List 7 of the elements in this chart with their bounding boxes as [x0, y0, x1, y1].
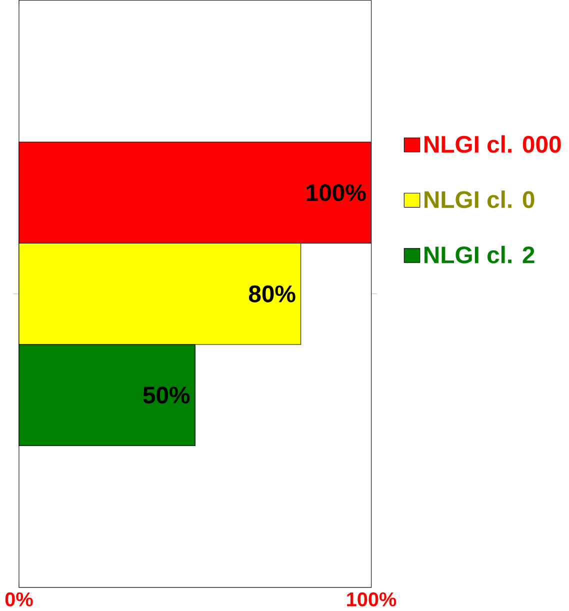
legend-label: NLGI cl. 2 [424, 246, 534, 264]
data-label: 80% [249, 285, 296, 302]
data-label: 100% [306, 184, 366, 202]
legend-label: NLGI cl. 0 [424, 190, 534, 208]
data-label: 50% [143, 386, 190, 404]
legend-label: NLGI cl. 000 [424, 135, 561, 153]
x-tick-label: 0% [6, 592, 33, 606]
